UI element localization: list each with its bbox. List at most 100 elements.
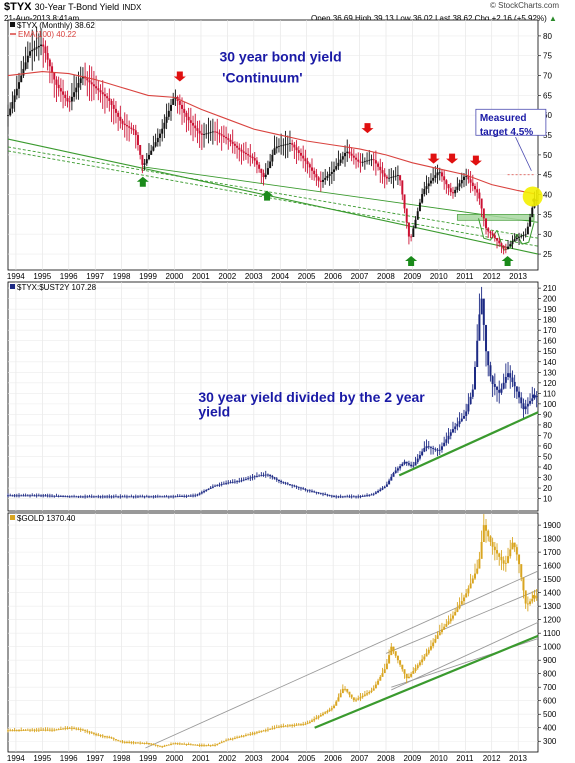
price-bar	[196, 494, 199, 496]
price-bar	[310, 490, 313, 492]
annotation-target: target 4.5%	[480, 127, 533, 138]
price-bar	[13, 730, 16, 732]
price-bar	[480, 541, 483, 559]
price-bar	[394, 651, 397, 656]
price-bar	[156, 137, 159, 143]
x-tick-label-bottom: 2001	[192, 754, 210, 763]
price-bar	[64, 728, 67, 730]
price-bar	[216, 485, 219, 487]
price-bar	[139, 496, 142, 498]
price-bar	[324, 494, 327, 495]
price-bar	[255, 475, 258, 477]
price-bar	[158, 133, 161, 138]
price-bar	[491, 541, 494, 547]
y-tick-label: 600	[543, 697, 557, 706]
price-bar	[456, 608, 459, 612]
price-bar	[154, 496, 157, 498]
price-bar	[13, 95, 16, 103]
price-bar	[269, 161, 272, 169]
x-tick-label-top: 2003	[245, 272, 263, 281]
green-up-arrow-icon	[136, 176, 149, 187]
price-bar	[350, 153, 353, 156]
y-tick-label: 1800	[543, 535, 561, 544]
price-bar	[467, 404, 470, 412]
price-bar	[489, 231, 492, 234]
x-tick-label-top: 1998	[113, 272, 131, 281]
price-bar	[418, 202, 421, 212]
price-bar	[434, 175, 437, 178]
price-bar	[11, 495, 14, 497]
price-bar	[392, 473, 395, 477]
price-bar	[161, 496, 164, 498]
price-bar	[383, 669, 386, 674]
price-bar	[262, 172, 265, 178]
price-bar	[368, 494, 371, 496]
price-bar	[73, 496, 76, 498]
price-bar	[436, 449, 439, 451]
price-bar	[128, 126, 131, 128]
price-bar	[491, 233, 494, 236]
price-bar	[62, 496, 65, 497]
price-bar	[275, 146, 278, 149]
price-bar	[222, 135, 225, 137]
price-bar	[79, 729, 82, 731]
price-bar	[284, 482, 287, 484]
price-bar	[125, 125, 128, 127]
price-bar	[121, 496, 124, 498]
up-arrow-icon: ▲	[548, 14, 557, 23]
price-bar	[513, 239, 516, 242]
price-bar	[79, 496, 82, 498]
price-bar	[407, 222, 410, 237]
price-bar	[29, 729, 32, 731]
price-bar	[189, 744, 192, 746]
price-bar	[405, 673, 408, 679]
price-bar	[220, 742, 223, 744]
price-bar	[178, 100, 181, 105]
price-bar	[421, 194, 424, 203]
price-bar	[269, 474, 272, 477]
price-bar	[216, 131, 219, 133]
price-bar	[238, 736, 241, 738]
x-tick-label-bottom: 2005	[298, 754, 316, 763]
legend-swatch-gold	[10, 515, 15, 520]
price-bar	[535, 396, 538, 398]
y-tick-label: 40	[543, 191, 552, 200]
y-tick-label: 800	[543, 670, 557, 679]
price-bar	[13, 495, 16, 497]
y-tick-label: 100	[543, 400, 557, 409]
green-up-arrow-icon	[261, 190, 274, 201]
price-bar	[487, 530, 490, 537]
y-tick-label: 55	[543, 131, 552, 140]
price-bar	[346, 688, 349, 692]
price-bar	[416, 211, 419, 220]
price-bar	[205, 133, 208, 135]
price-bar	[284, 725, 287, 727]
price-bar	[403, 194, 406, 209]
price-bar	[231, 141, 234, 144]
price-bar	[485, 218, 488, 229]
price-bar	[112, 104, 115, 109]
price-bar	[20, 75, 23, 83]
x-tick-label-bottom: 2012	[483, 754, 501, 763]
price-bar	[531, 207, 534, 218]
price-bar	[456, 186, 459, 190]
price-bar	[313, 170, 316, 175]
price-bar	[119, 116, 122, 121]
price-bar	[467, 176, 470, 180]
red-down-arrow-icon	[427, 153, 440, 164]
price-bar	[399, 466, 402, 469]
price-bar	[222, 741, 225, 743]
price-bar	[170, 496, 173, 498]
price-bar	[271, 728, 274, 730]
y-tick-label: 30	[543, 474, 552, 483]
price-bar	[284, 144, 287, 146]
price-bar	[377, 491, 380, 493]
price-bar	[401, 463, 404, 467]
x-tick-label-bottom: 1995	[33, 754, 51, 763]
x-tick-label-top: 2004	[271, 272, 289, 281]
price-bar	[434, 448, 437, 450]
price-bar	[502, 382, 505, 389]
ratio-price-bars	[7, 286, 538, 499]
price-bar	[167, 496, 170, 498]
y-tick-label: 35	[543, 210, 552, 219]
